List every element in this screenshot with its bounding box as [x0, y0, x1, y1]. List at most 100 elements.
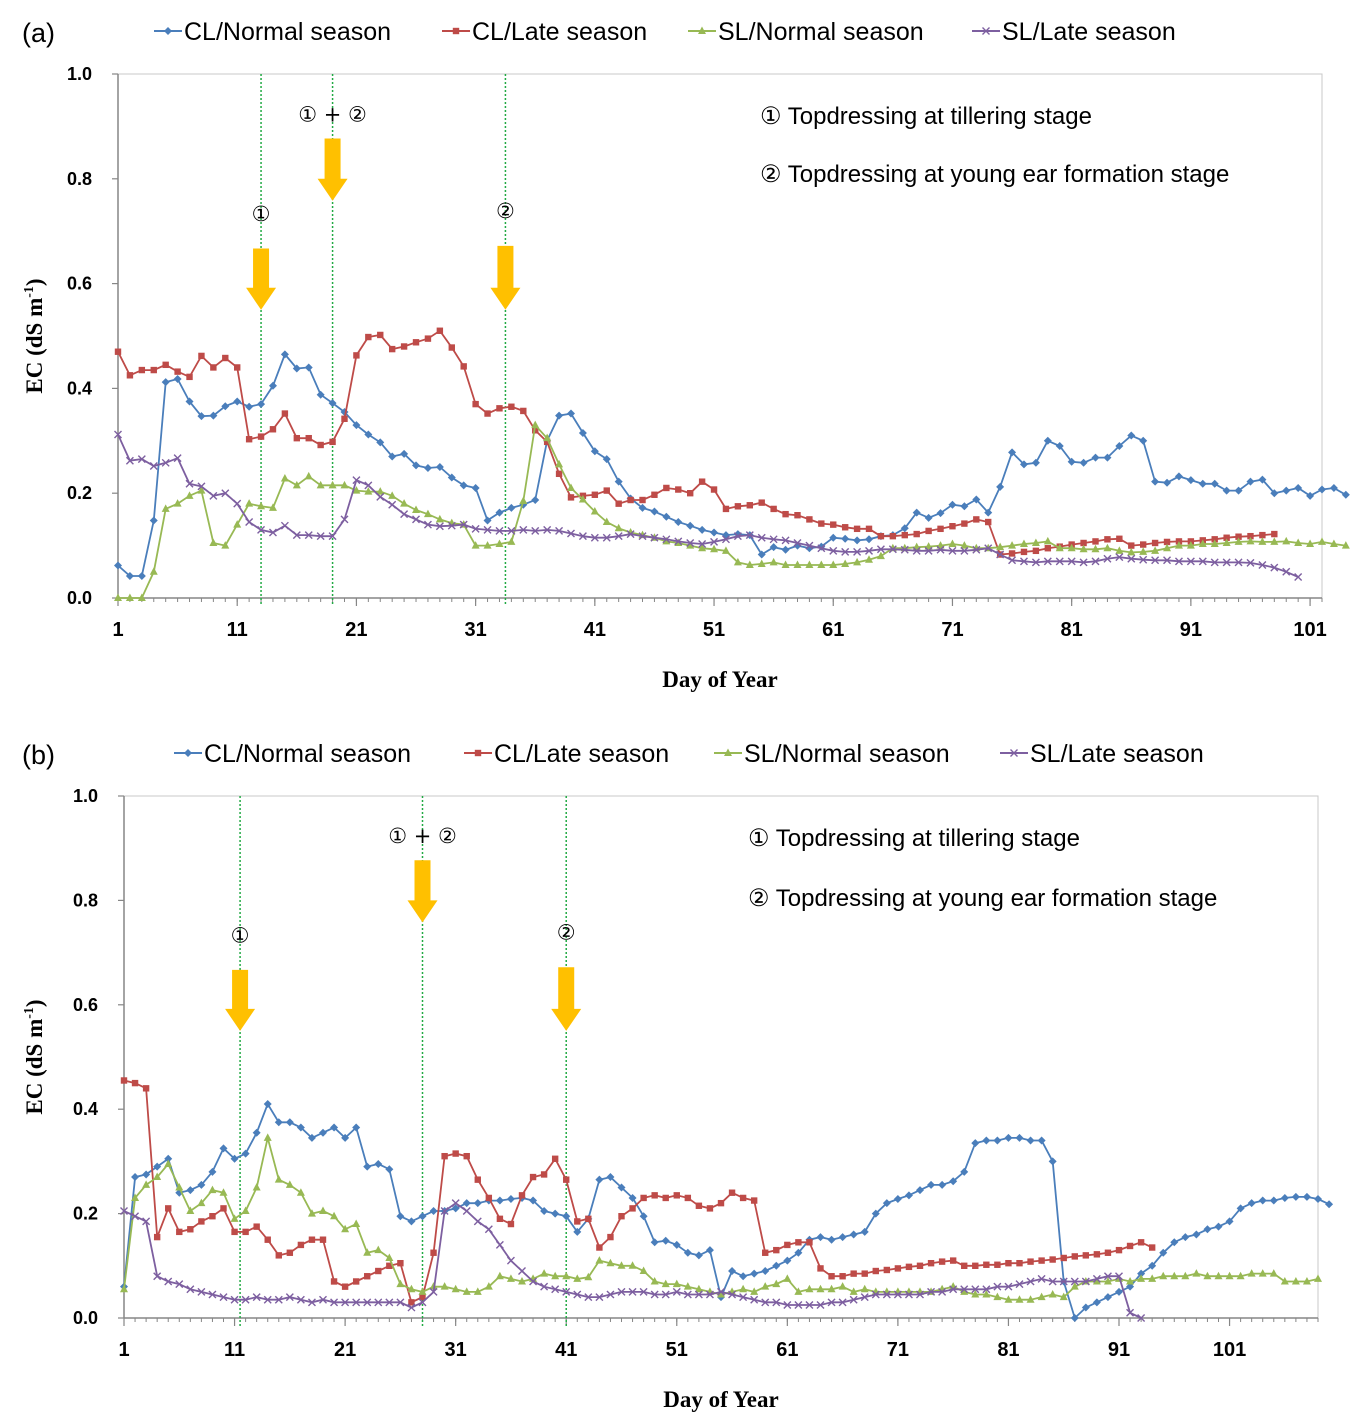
data-point: [794, 512, 801, 519]
data-point: [1137, 1269, 1146, 1278]
data-point: [274, 1118, 283, 1127]
x-tick-label: 31: [464, 619, 486, 641]
legend-entry: SL/Normal season: [688, 18, 924, 46]
data-point: [661, 1236, 670, 1245]
data-point: [841, 524, 849, 531]
data-point: [241, 1149, 250, 1158]
data-point: [364, 481, 373, 490]
data-point: [1294, 483, 1303, 492]
data-point: [1223, 534, 1230, 541]
data-point: [1044, 545, 1052, 552]
data-point: [1037, 1274, 1046, 1283]
data-point: [650, 1238, 659, 1247]
data-point: [186, 373, 193, 381]
data-point: [330, 1278, 338, 1285]
data-point: [686, 521, 695, 530]
data-point: [971, 1290, 980, 1298]
data-point: [153, 1233, 161, 1241]
data-point: [853, 525, 861, 533]
data-point: [1314, 1274, 1322, 1282]
data-point: [125, 571, 134, 580]
data-point: [757, 559, 766, 567]
data-point: [1026, 1136, 1035, 1145]
y-tick-label: 0.0: [73, 1308, 98, 1328]
data-point: [628, 1261, 637, 1269]
data-point: [1280, 1276, 1289, 1285]
data-point: [1103, 1293, 1112, 1302]
data-point: [1282, 536, 1291, 545]
data-point: [451, 1204, 460, 1213]
data-point: [472, 400, 479, 408]
data-point: [319, 1206, 327, 1214]
data-point: [684, 1194, 692, 1202]
data-point: [1186, 541, 1195, 549]
data-point: [197, 412, 206, 421]
data-point: [1104, 536, 1111, 543]
data-point: [1019, 539, 1028, 548]
data-point: [529, 1196, 538, 1205]
x-tick-label: 71: [887, 1339, 909, 1361]
data-point: [245, 518, 254, 527]
data-point: [882, 1199, 891, 1208]
data-point: [1269, 1269, 1278, 1277]
x-tick-label: 81: [1061, 619, 1083, 641]
data-point: [245, 402, 254, 411]
data-point: [142, 1085, 150, 1092]
data-point: [429, 1206, 438, 1215]
data-point: [1055, 442, 1064, 451]
data-point: [435, 522, 444, 531]
data-point: [607, 1233, 614, 1241]
data-point: [1282, 486, 1291, 495]
data-point: [1070, 1282, 1079, 1290]
data-point: [252, 1293, 261, 1302]
data-point: [1008, 541, 1017, 549]
data-point: [829, 546, 838, 555]
series-line: [123, 1079, 1153, 1304]
data-point: [1091, 557, 1100, 566]
data-point: [1246, 558, 1255, 567]
data-point: [698, 525, 707, 534]
series-line: [117, 434, 1299, 578]
data-point: [638, 532, 647, 541]
data-point: [1203, 1225, 1212, 1234]
data-point: [551, 1155, 559, 1162]
data-point: [972, 545, 981, 554]
legend-marker: [164, 27, 172, 35]
x-tick-label: 101: [1293, 619, 1326, 641]
data-point: [316, 532, 325, 541]
data-point: [1163, 478, 1172, 487]
data-point: [638, 503, 647, 512]
data-point: [595, 1256, 604, 1264]
data-point: [131, 1079, 139, 1087]
data-point: [1081, 1277, 1090, 1286]
data-point: [221, 402, 230, 411]
data-point: [1079, 558, 1088, 567]
data-point: [396, 1279, 405, 1288]
data-point: [1049, 1256, 1056, 1263]
y-tick-label: 0.2: [73, 1204, 98, 1224]
data-point: [849, 1287, 858, 1295]
data-point: [882, 1290, 891, 1299]
data-point: [1159, 1271, 1168, 1280]
data-point: [1060, 1254, 1067, 1262]
legend-marker: [982, 27, 990, 35]
data-point: [1291, 1276, 1300, 1285]
data-point: [506, 1256, 515, 1265]
data-point: [308, 1236, 316, 1243]
data-point: [307, 1209, 316, 1217]
data-point: [1258, 1196, 1267, 1205]
data-point: [1008, 550, 1016, 557]
chart-panel-b: (b) CL/Normal season CL/Late season SL/Norm…: [22, 740, 1334, 1412]
data-point: [474, 1176, 481, 1183]
data-point: [131, 1173, 140, 1182]
data-point: [363, 1162, 372, 1171]
data-point: [316, 480, 325, 489]
data-point: [520, 407, 527, 415]
data-point: [495, 539, 504, 548]
data-point: [208, 1290, 217, 1299]
data-point: [341, 1283, 349, 1290]
data-point: [772, 1298, 781, 1307]
data-point: [674, 537, 683, 546]
data-point: [1269, 1196, 1278, 1205]
data-point: [506, 1274, 515, 1282]
